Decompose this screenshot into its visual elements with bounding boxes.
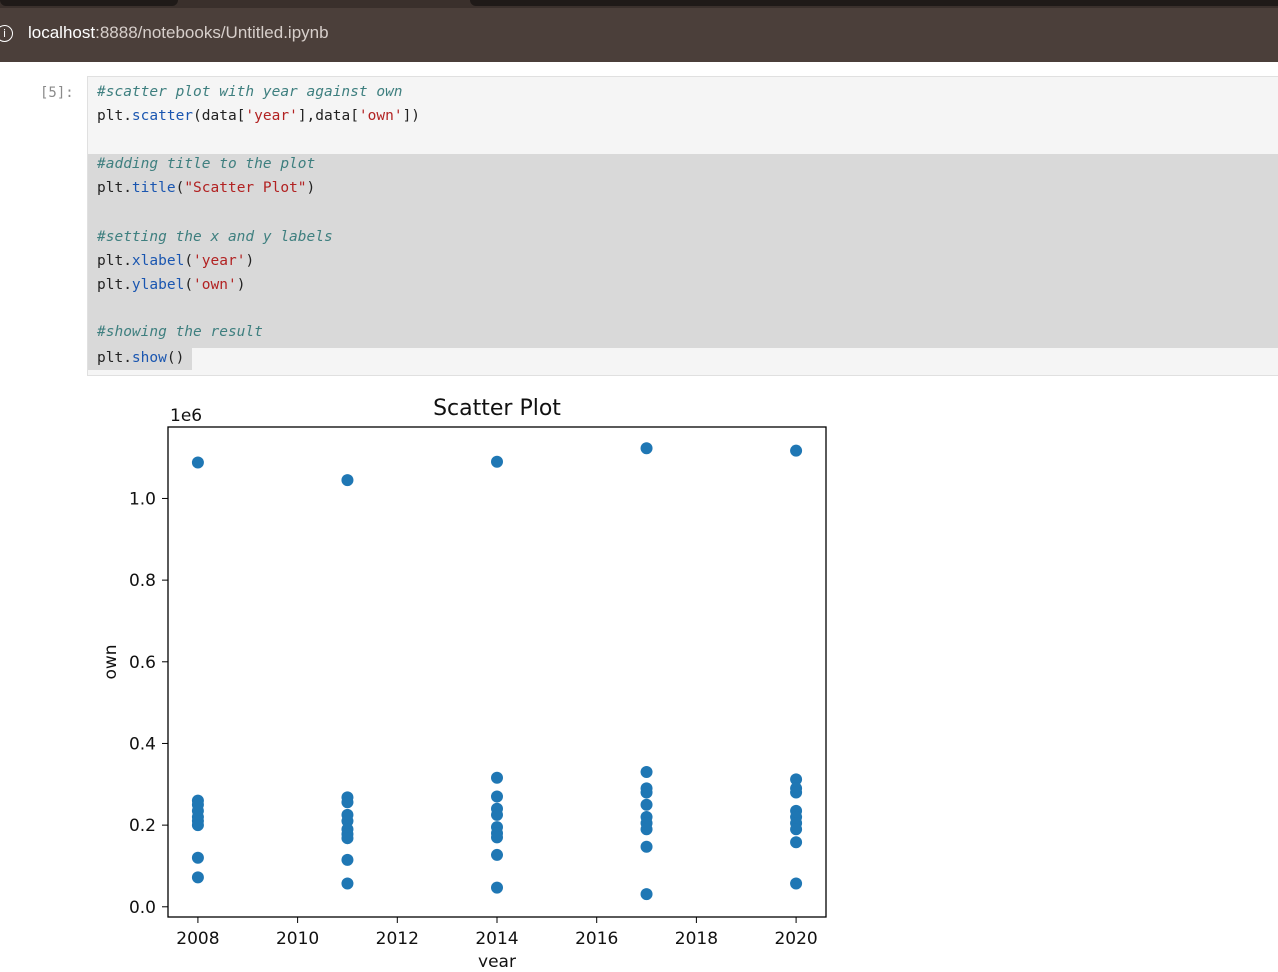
y-tick-label: 0.2 (129, 816, 156, 836)
data-point (640, 798, 653, 811)
data-point (341, 832, 354, 845)
data-point (640, 888, 653, 901)
data-point (491, 881, 503, 894)
data-point (191, 456, 204, 469)
cell-prompt: [5]: (40, 85, 74, 101)
axes-frame (167, 426, 827, 918)
data-point (790, 786, 803, 799)
code-line-7: #setting the x and y labels (97, 229, 333, 245)
data-point (491, 848, 503, 861)
address-bar-bg (0, 12, 1278, 54)
data-point (341, 796, 354, 809)
x-tick-label: 2012 (376, 929, 419, 949)
code-line-1: #scatter plot with year against own (97, 84, 403, 100)
url-host: localhost (28, 23, 96, 42)
code-line-8: plt.xlabel('year') (97, 253, 255, 269)
scatter-chart: 2008 2010 2012 2014 2016 2018 2020 0.0 0.2 0.4 0.6… (101, 396, 827, 972)
data-point (790, 823, 803, 836)
data-point (491, 790, 503, 803)
x-tick-label: 2010 (276, 929, 319, 949)
y-axis-label: own (101, 644, 121, 679)
data-point (790, 444, 803, 457)
data-point (640, 442, 653, 455)
address-bar[interactable]: localhost:8888/notebooks/Untitled.ipynb (28, 23, 329, 43)
x-tick-label: 2008 (176, 929, 219, 949)
data-point (640, 766, 653, 779)
code-line-9: plt.ylabel('own') (97, 277, 246, 293)
code-line-11: #showing the result (97, 324, 263, 340)
chart-title: Scatter Plot (433, 396, 561, 421)
y-offset-text: 1e6 (170, 406, 202, 426)
url-path: :8888/notebooks/Untitled.ipynb (95, 23, 329, 42)
data-point (491, 455, 503, 468)
data-point (191, 819, 204, 832)
scatter-plot-output: 2008 2010 2012 2014 2016 2018 2020 0.0 0.2 0.4 0.6… (95, 390, 835, 972)
selection-highlight (88, 348, 192, 370)
y-tick-label: 0.8 (129, 571, 156, 591)
info-icon[interactable]: i (0, 25, 13, 42)
data-point (790, 773, 803, 786)
data-point (491, 771, 503, 784)
data-point (341, 877, 354, 890)
tab-strip (0, 0, 1278, 8)
y-tick-label: 1.0 (129, 489, 156, 509)
y-tick-label: 0.6 (129, 653, 156, 673)
x-axis-label: year (478, 952, 516, 967)
code-line-12: plt.show() (97, 350, 185, 366)
selection-highlight (88, 154, 1278, 348)
data-point (640, 840, 653, 853)
code-line-4: #adding title to the plot (97, 156, 316, 172)
data-point (491, 808, 503, 821)
data-point (341, 474, 354, 487)
data-point (640, 823, 653, 836)
data-point (491, 831, 503, 844)
data-point (191, 871, 204, 884)
data-point (790, 836, 803, 849)
browser-toolbar: i localhost:8888/notebooks/Untitled.ipyn… (0, 0, 1278, 62)
data-point (191, 851, 204, 864)
browser-tab[interactable] (0, 0, 178, 6)
y-tick-label: 0.4 (129, 734, 156, 754)
x-tick-label: 2020 (774, 929, 817, 949)
x-tick-label: 2014 (475, 929, 518, 949)
code-line-5: plt.title("Scatter Plot") (97, 180, 316, 196)
toolbar-bottom (0, 54, 1278, 62)
data-point (640, 786, 653, 799)
browser-tab[interactable] (470, 0, 1278, 6)
y-tick-label: 0.0 (129, 898, 156, 918)
x-tick-label: 2016 (575, 929, 618, 949)
data-point (790, 877, 803, 890)
data-point (341, 853, 354, 866)
code-line-2: plt.scatter(data['year'],data['own']) (97, 108, 421, 124)
x-tick-label: 2018 (675, 929, 718, 949)
